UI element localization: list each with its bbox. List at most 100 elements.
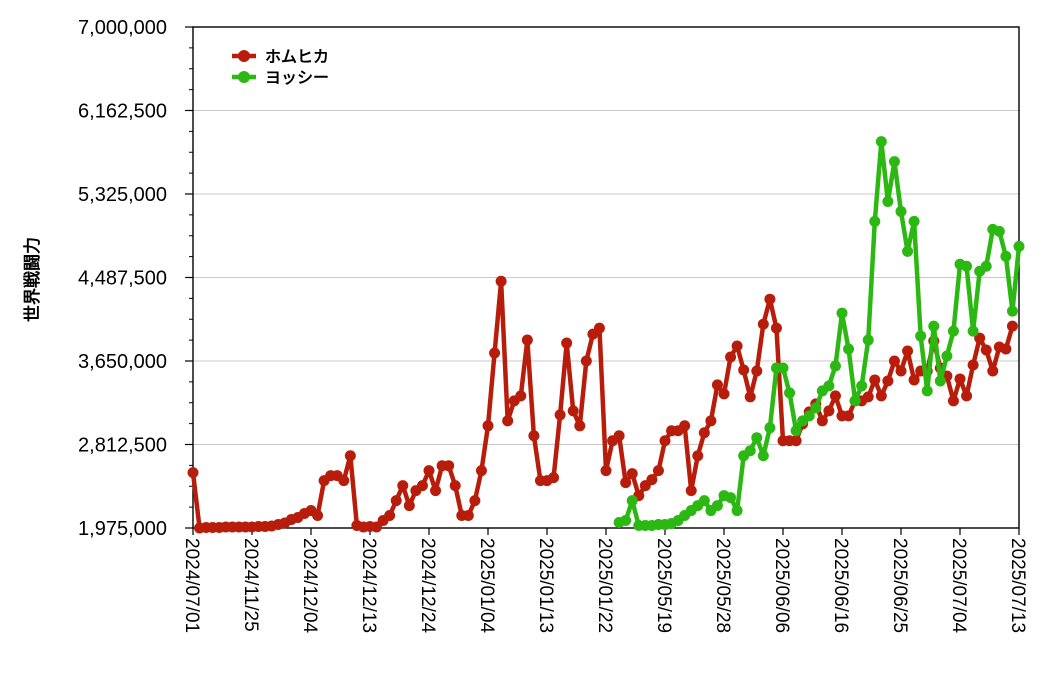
data-point	[502, 415, 514, 427]
data-point	[790, 425, 802, 437]
x-tick-label: 2024/12/24	[417, 538, 438, 634]
legend-label: ヨッシー	[265, 68, 329, 87]
data-point	[390, 495, 402, 507]
data-point	[882, 195, 894, 207]
data-point	[725, 351, 737, 363]
data-point	[475, 465, 487, 477]
x-tick-label: 2024/12/04	[299, 538, 320, 634]
data-point	[384, 510, 396, 522]
data-point	[947, 325, 959, 337]
y-tick-label: 7,000,000	[78, 17, 167, 39]
x-tick-label: 2024/11/25	[240, 538, 261, 632]
data-point	[829, 360, 841, 372]
data-point	[961, 390, 973, 402]
x-tick-label: 2025/01/13	[535, 538, 556, 633]
data-point	[344, 450, 356, 462]
data-point	[698, 427, 710, 439]
data-point	[777, 362, 789, 374]
x-tick-label: 2025/06/16	[830, 538, 851, 633]
data-point	[593, 322, 605, 334]
data-point	[836, 307, 848, 319]
data-point	[862, 391, 874, 403]
x-tick-label: 2025/01/04	[476, 538, 497, 634]
series-1	[187, 275, 1018, 534]
data-point	[600, 465, 612, 477]
data-point	[895, 205, 907, 217]
data-point	[921, 385, 933, 397]
data-point	[620, 477, 632, 489]
data-point	[554, 409, 566, 421]
data-point	[462, 510, 474, 522]
series-layer	[187, 136, 1025, 534]
data-point	[567, 405, 579, 417]
data-point	[954, 373, 966, 385]
data-point	[908, 215, 920, 227]
y-tick-label: 1,975,000	[78, 518, 167, 540]
y-tick-label: 5,325,000	[78, 184, 167, 206]
data-point	[1000, 250, 1012, 262]
data-point	[829, 390, 841, 402]
data-point	[875, 390, 887, 402]
data-point	[908, 374, 920, 386]
axes: 1,975,000 2,812,500 3,650,000 4,487,500 5,32…	[78, 17, 1028, 634]
data-point	[744, 391, 756, 403]
data-point	[692, 450, 704, 462]
data-point	[757, 318, 769, 330]
data-point	[659, 435, 671, 447]
data-point	[902, 245, 914, 257]
data-point	[626, 495, 638, 507]
legend-swatch-marker	[238, 71, 250, 83]
legend-swatch-marker	[238, 50, 250, 62]
data-point	[1006, 320, 1018, 332]
x-tick-label: 2025/05/28	[712, 538, 733, 633]
data-point	[967, 325, 979, 337]
data-point	[652, 465, 664, 477]
data-point	[646, 474, 658, 486]
x-tick-label: 2025/01/22	[594, 538, 615, 633]
x-tick-label: 2024/07/01	[181, 538, 202, 633]
data-point	[548, 472, 560, 484]
data-point	[980, 260, 992, 272]
data-point	[495, 275, 507, 287]
data-point	[338, 475, 350, 487]
data-point	[580, 355, 592, 367]
data-point	[521, 334, 533, 346]
data-point	[875, 136, 887, 148]
data-point	[803, 410, 815, 422]
data-point	[862, 334, 874, 346]
data-point	[725, 492, 737, 504]
data-point	[961, 260, 973, 272]
data-point	[738, 364, 750, 376]
data-point	[561, 337, 573, 349]
data-point	[856, 380, 868, 392]
data-point	[187, 467, 199, 479]
data-point	[731, 340, 743, 352]
series-line	[190, 278, 1015, 531]
data-point	[849, 395, 861, 407]
data-point	[770, 322, 782, 334]
data-point	[718, 388, 730, 400]
data-point	[967, 359, 979, 371]
data-point	[869, 215, 881, 227]
data-point	[620, 515, 632, 527]
legend-entry: ヨッシー	[232, 68, 329, 87]
data-point	[751, 365, 763, 377]
y-tick-label: 3,650,000	[78, 351, 167, 373]
data-point	[987, 365, 999, 377]
data-point	[816, 415, 828, 427]
data-point	[449, 480, 461, 492]
data-point	[764, 422, 776, 434]
data-point	[744, 445, 756, 457]
y-tick-label: 6,162,500	[78, 101, 167, 123]
x-tick-label: 2025/07/13	[1007, 538, 1028, 633]
data-point	[443, 460, 455, 472]
legend-entry: ホムヒカ	[232, 47, 329, 66]
data-point	[469, 495, 481, 507]
series-2	[613, 136, 1025, 532]
y-tick-label: 2,812,500	[78, 435, 167, 457]
data-point	[888, 156, 900, 168]
x-tick-label: 2024/12/13	[358, 538, 379, 633]
data-point	[430, 485, 442, 497]
